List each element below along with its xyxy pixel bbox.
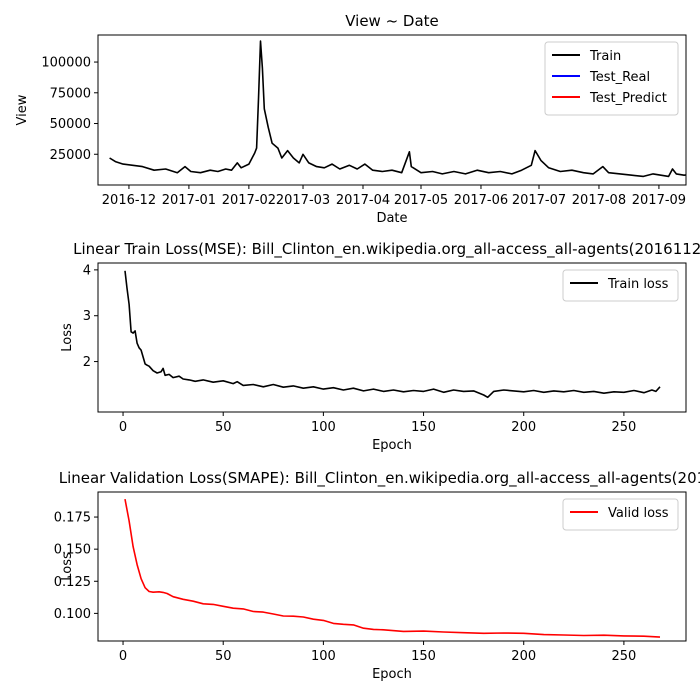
x-tick-label: 100 [311, 420, 336, 435]
x-axis-label: Date [376, 211, 407, 226]
chart-title: Linear Train Loss(MSE): Bill_Clinton_en.… [73, 240, 700, 259]
series-line-train-loss [124, 270, 661, 399]
x-tick-label: 150 [411, 420, 436, 435]
y-tick-label: 0.100 [54, 607, 91, 622]
y-tick-label: 0.125 [54, 575, 91, 590]
x-tick-label: 2016-12 [102, 193, 156, 208]
x-tick-label: 2017-03 [276, 193, 330, 208]
x-tick-label: 2017-07 [512, 193, 566, 208]
axes-frame [97, 34, 687, 186]
chart-title: View ~ Date [345, 12, 439, 30]
x-tick-label: 0 [119, 420, 127, 435]
y-tick-label: 2 [83, 355, 91, 370]
y-tick-label: 4 [83, 263, 91, 278]
y-tick-label: 50000 [50, 117, 91, 132]
x-tick-label: 2017-04 [336, 193, 390, 208]
x-tick-label: 200 [511, 420, 536, 435]
legend-box [562, 498, 679, 531]
x-tick-label: 250 [611, 649, 636, 664]
x-tick-label: 50 [215, 420, 232, 435]
x-tick-label: 100 [311, 649, 336, 664]
y-axis-label: Loss [60, 552, 75, 581]
x-tick-label: 200 [511, 649, 536, 664]
x-tick-label: 2017-02 [222, 193, 276, 208]
legend-label: Train [589, 49, 621, 64]
y-tick-label: 75000 [50, 86, 91, 101]
legend-label: Test_Predict [589, 91, 667, 106]
chart-title: Linear Validation Loss(SMAPE): Bill_Clin… [59, 469, 700, 488]
legend-label: Valid loss [608, 506, 669, 521]
y-axis-label: View [15, 94, 30, 125]
x-tick-label: 0 [119, 649, 127, 664]
legend-label: Train loss [607, 277, 669, 292]
y-tick-label: 25000 [50, 148, 91, 163]
axes-frame [97, 491, 687, 642]
x-tick-label: 2017-01 [162, 193, 216, 208]
y-tick-label: 0.150 [54, 543, 91, 558]
x-tick-label: 50 [215, 649, 232, 664]
x-tick-label: 2017-06 [454, 193, 508, 208]
x-tick-label: 2017-05 [394, 193, 448, 208]
y-tick-label: 3 [83, 309, 91, 324]
series-line-train [109, 40, 686, 178]
x-tick-label: 2017-09 [632, 193, 686, 208]
x-tick-label: 250 [611, 420, 636, 435]
y-tick-label: 0.175 [54, 511, 91, 526]
legend-label: Test_Real [589, 70, 650, 85]
x-axis-label: Epoch [372, 667, 412, 682]
axes-frame [97, 262, 687, 413]
y-axis-label: Loss [60, 323, 75, 352]
y-tick-label: 100000 [41, 56, 91, 71]
x-tick-label: 150 [411, 649, 436, 664]
legend-box [562, 269, 679, 302]
series-line-valid-loss [124, 498, 661, 638]
x-axis-label: Epoch [372, 438, 412, 453]
x-tick-label: 2017-08 [572, 193, 626, 208]
